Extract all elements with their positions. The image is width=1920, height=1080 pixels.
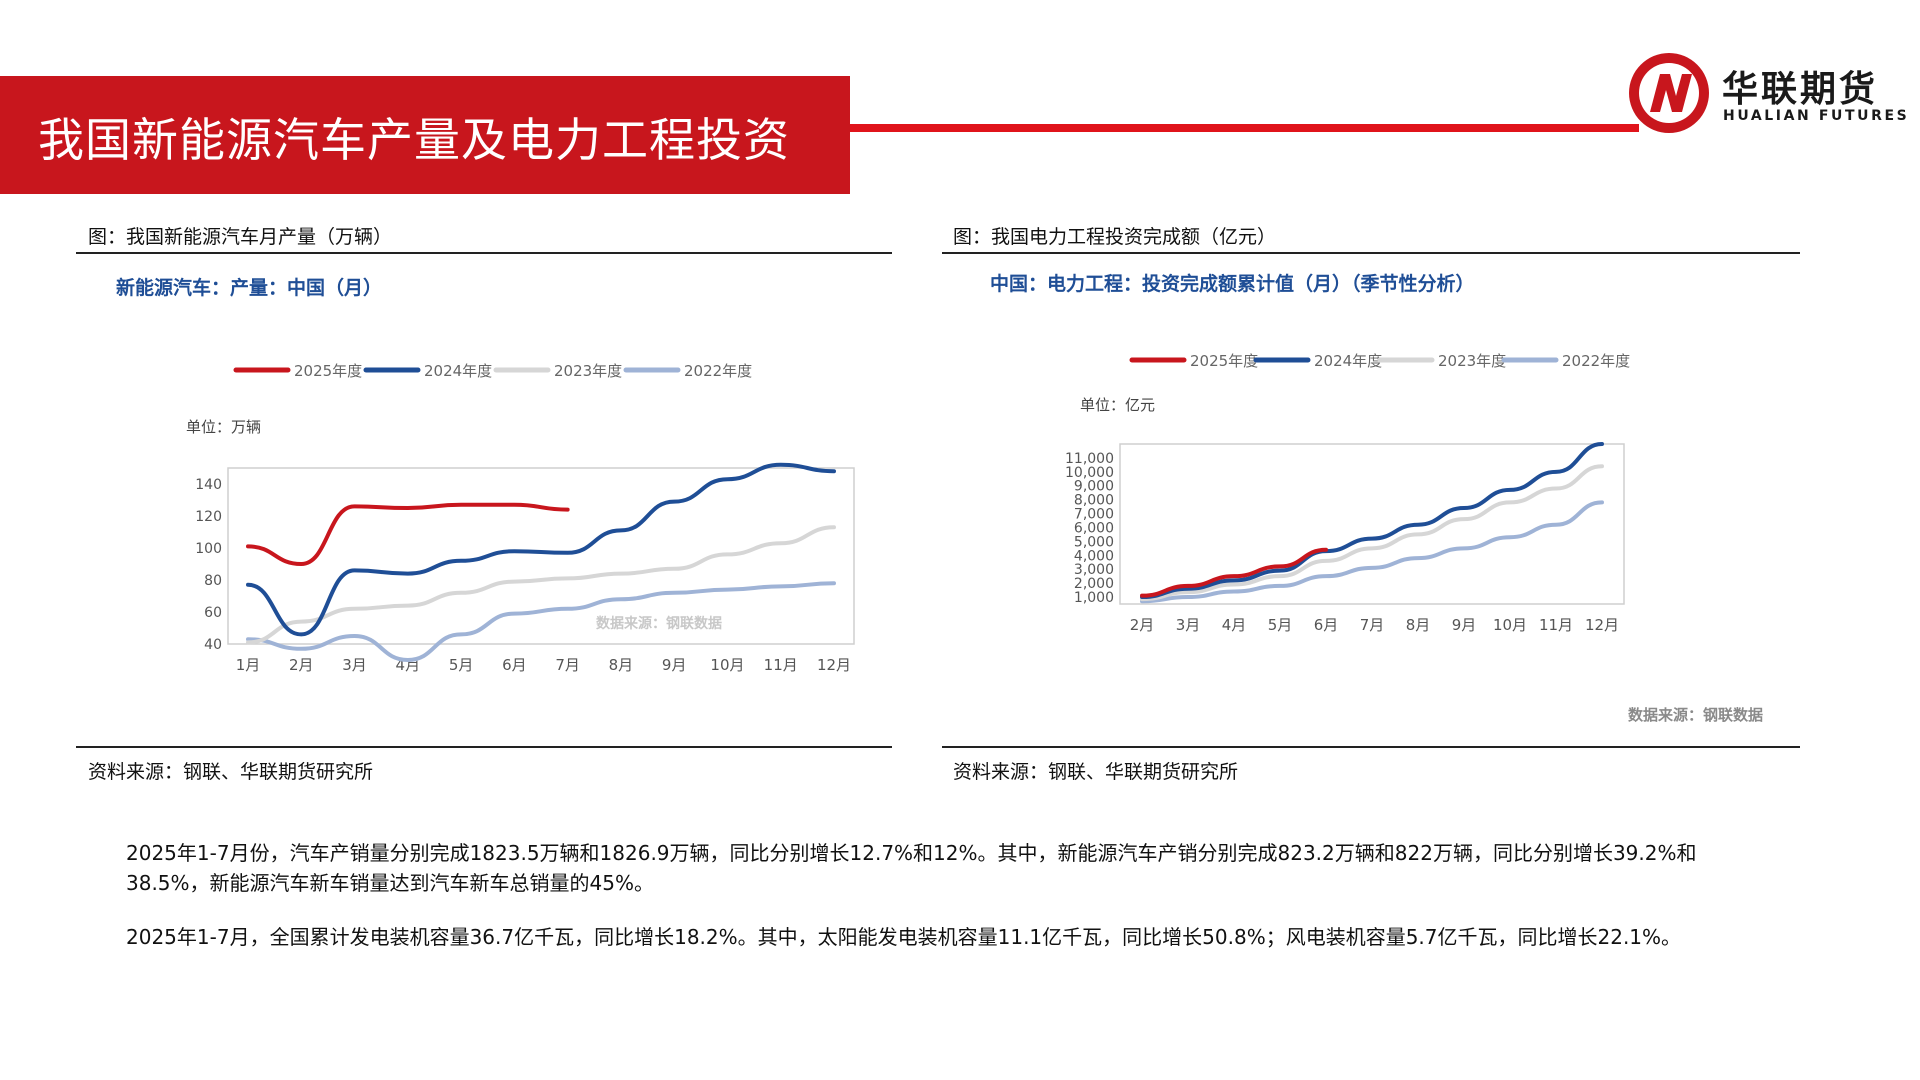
figure-source-power: 资料来源：钢联、华联期货研究所 [953,761,1239,783]
series-line-2024年度 [1140,442,1604,600]
y-tick-label: 100 [195,541,222,557]
y-tick-label: 11,000 [1065,451,1114,467]
data-source-watermark: 数据来源：钢联数据 [596,615,722,632]
x-tick-label: 12月 [817,656,851,674]
x-tick-label: 11月 [764,656,798,674]
y-tick-label: 5,000 [1074,534,1114,550]
figure-caption-power: 图：我国电力工程投资完成额（亿元） [953,226,1277,248]
x-tick-label: 7月 [555,656,580,674]
data-source-watermark: 数据来源：钢联数据 [1628,706,1763,724]
figure-top-rule [76,252,892,254]
y-tick-label: 80 [204,573,222,589]
legend-label: 2022年度 [684,362,752,380]
legend-label: 2024年度 [1314,352,1382,370]
figure-bottom-rule [76,746,892,748]
x-tick-label: 9月 [662,656,687,674]
paragraph-auto-production: 2025年1-7月份，汽车产销量分别完成1823.5万辆和1826.9万辆，同比… [126,841,1697,895]
x-tick-label: 3月 [1176,616,1201,634]
x-tick-label: 4月 [1222,616,1247,634]
series-line-2022年度 [246,581,836,662]
series-line-2024年度 [246,462,836,637]
y-tick-label: 2,000 [1074,576,1114,592]
x-tick-label: 5月 [1268,616,1293,634]
figure-source-ev: 资料来源：钢联、华联期货研究所 [88,761,374,783]
x-tick-label: 3月 [342,656,367,674]
x-tick-label: 12月 [1585,616,1619,634]
series-line-2023年度 [246,525,836,645]
y-tick-label: 3,000 [1074,562,1114,578]
series-line-2025年度 [1140,547,1328,598]
power-investment-chart: 中国：电力工程：投资完成额累计值（月）（季节性分析） 2025年度 2024年度 20… [990,272,1763,724]
plot-frame [1119,443,1625,605]
logo-english-name: HUALIAN FUTURES [1723,108,1910,124]
company-logo: 华联期货 HUALIAN FUTURES [1626,50,1916,136]
logo-chinese-name: 华联期货 [1722,69,1879,110]
chart-inner-title: 新能源汽车：产量：中国（月） [116,276,382,299]
x-tick-label: 11月 [1539,616,1573,634]
x-tick-label: 2月 [289,656,314,674]
y-tick-label: 8,000 [1074,493,1114,509]
page-title: 我国新能源汽车产量及电力工程投资 [38,113,790,167]
series-line-2023年度 [1140,464,1604,602]
hualian-logo-icon [1629,53,1709,133]
y-tick-label: 1,000 [1074,590,1114,606]
x-tick-label: 5月 [449,656,474,674]
y-tick-label: 60 [204,605,222,621]
x-tick-label: 7月 [1360,616,1385,634]
figure-caption-ev: 图：我国新能源汽车月产量（万辆） [88,226,393,248]
x-tick-label: 6月 [1314,616,1339,634]
unit-label: 单位：万辆 [186,418,261,436]
y-tick-label: 4,000 [1074,548,1114,564]
legend-label: 2025年度 [294,362,362,380]
figure-top-rule [942,252,1800,254]
series-line-2022年度 [1140,500,1604,604]
legend-label: 2022年度 [1562,352,1630,370]
title-bar: 我国新能源汽车产量及电力工程投资 [0,76,850,194]
x-tick-label: 10月 [1493,616,1527,634]
legend-label: 2023年度 [1438,352,1506,370]
x-tick-label: 10月 [710,656,744,674]
y-tick-label: 120 [195,509,222,525]
chart-inner-title: 中国：电力工程：投资完成额累计值（月）（季节性分析） [990,272,1475,295]
x-tick-label: 2月 [1130,616,1155,634]
legend-label: 2025年度 [1190,352,1258,370]
y-tick-label: 10,000 [1065,465,1114,481]
unit-label: 单位：亿元 [1080,396,1155,414]
figure-bottom-rule [942,746,1800,748]
y-tick-label: 6,000 [1074,520,1114,536]
series-line-2025年度 [246,502,570,566]
ev-production-chart: 新能源汽车：产量：中国（月） 2025年度 2024年度 2023年度 2022年度单位… [116,276,855,674]
paragraph-power-capacity: 2025年1-7月，全国累计发电装机容量36.7亿千瓦，同比增长18.2%。其中… [126,925,1682,949]
plot-frame [227,467,855,645]
x-tick-label: 1月 [236,656,261,674]
y-tick-label: 140 [195,477,222,493]
title-underline [850,124,1639,132]
y-tick-label: 9,000 [1074,479,1114,495]
legend-label: 2024年度 [424,362,492,380]
y-tick-label: 7,000 [1074,507,1114,523]
legend-label: 2023年度 [554,362,622,380]
x-tick-label: 9月 [1452,616,1477,634]
x-tick-label: 8月 [1406,616,1431,634]
x-tick-label: 6月 [502,656,527,674]
y-tick-label: 40 [204,637,222,653]
x-tick-label: 8月 [609,656,634,674]
